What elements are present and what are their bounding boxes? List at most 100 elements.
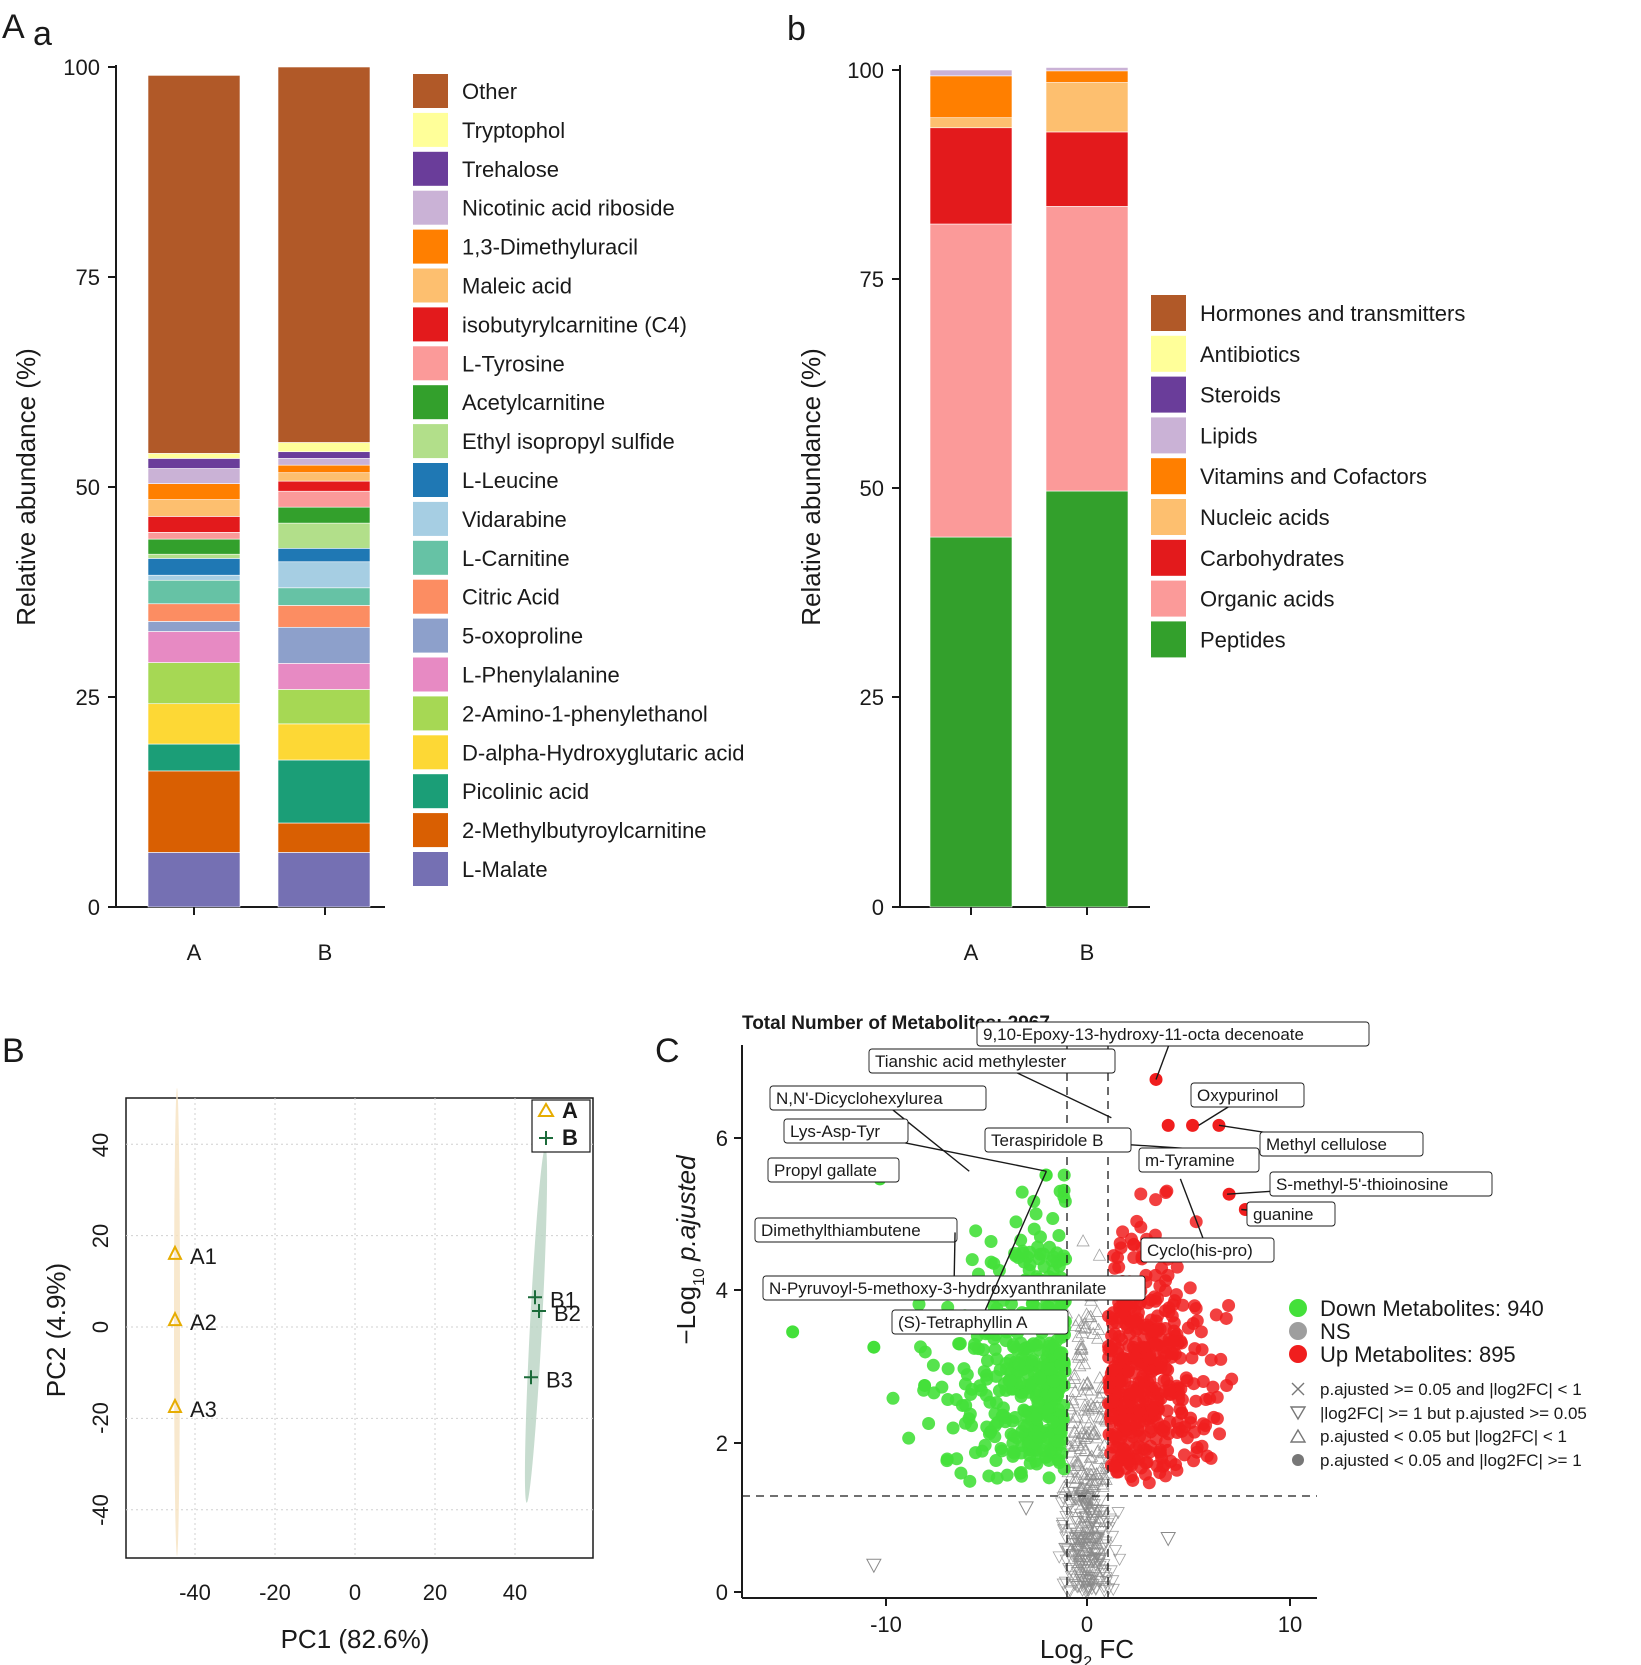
volcano-ns-point — [1099, 1572, 1113, 1585]
volcano-ns-point — [1062, 1563, 1076, 1576]
volcano-ns-point — [1080, 1466, 1094, 1480]
volcano-ns-point — [1091, 1575, 1106, 1588]
volcano-ns-point — [1066, 1550, 1080, 1564]
volcano-down-point — [1052, 1453, 1066, 1467]
volcano-down-point — [886, 1391, 900, 1405]
annotation-leader — [979, 1170, 1048, 1323]
volcano-down-point — [1055, 1297, 1069, 1311]
volcano-down-point — [965, 1253, 979, 1267]
volcano-ns-point — [1094, 1461, 1109, 1474]
c-legend-down-swatch — [1289, 1299, 1307, 1317]
volcano-down-point — [969, 1224, 983, 1238]
annotation-label: Teraspiridole B — [991, 1131, 1103, 1150]
volcano-down-point — [989, 1396, 1003, 1410]
volcano-down-point — [963, 1474, 977, 1488]
legend-swatch — [1151, 499, 1186, 535]
volcano-ns-point — [1074, 1556, 1089, 1569]
volcano-down-point — [1053, 1347, 1067, 1361]
volcano-ns-point — [1062, 1497, 1077, 1510]
pca-point-label: A2 — [190, 1310, 217, 1335]
volcano-down-point — [1054, 1357, 1068, 1371]
volcano-up-point — [1189, 1394, 1203, 1408]
b-x-axis-title: PC1 (82.6%) — [281, 1624, 430, 1654]
legend-label: Tryptophol — [462, 118, 565, 143]
volcano-ns-point — [1079, 1307, 1094, 1320]
legend-swatch — [413, 463, 448, 497]
bar-segment — [929, 223, 1013, 538]
volcano-down-point — [1003, 1373, 1017, 1387]
volcano-down-point — [1012, 1357, 1026, 1371]
volcano-ns-point — [1058, 1576, 1073, 1589]
aa-x-tick-label: B — [318, 940, 333, 965]
volcano-up-point — [1199, 1419, 1213, 1433]
volcano-ns-point — [1069, 1543, 1084, 1557]
c-annotations: 9,10-Epoxy-13-hydroxy-11-octa decenoate T… — [754, 1021, 1493, 1335]
volcano-ns-point — [1063, 1470, 1077, 1483]
bar-segment — [1045, 67, 1129, 72]
volcano-ns-point — [1086, 1572, 1101, 1585]
volcano-ns-point — [1078, 1320, 1093, 1333]
annotation-label: Tianshic acid methylester — [875, 1052, 1067, 1071]
volcano-down-point — [940, 1454, 954, 1468]
legend-swatch — [413, 112, 448, 147]
annotation-box — [976, 1021, 1370, 1047]
annotation-box — [767, 1157, 900, 1183]
volcano-up-point — [1184, 1416, 1198, 1430]
bar-segment — [277, 723, 371, 761]
bar-segment — [277, 605, 371, 628]
legend-swatch — [413, 774, 448, 809]
legend-swatch — [413, 307, 448, 342]
volcano-up-point — [1126, 1473, 1140, 1487]
c-legend-down-label: Down Metabolites: 940 — [1320, 1296, 1544, 1321]
panel-label-b: b — [787, 10, 806, 48]
legend-label: L-Leucine — [462, 468, 559, 493]
annotation-label: Methyl cellulose — [1266, 1135, 1387, 1154]
b-y-tick-label: 40 — [88, 1133, 113, 1157]
volcano-up-point — [1209, 1308, 1223, 1322]
legend-swatch — [413, 501, 448, 536]
legend-swatch — [413, 346, 448, 381]
volcano-down-point — [1043, 1240, 1057, 1254]
ab-y-ticks: 0 25 50 75 100 — [847, 58, 900, 920]
annotation-box — [984, 1127, 1132, 1153]
volcano-ns-point — [1078, 1527, 1093, 1540]
volcano-ns-point — [1078, 1516, 1093, 1529]
volcano-up-point — [1180, 1374, 1194, 1388]
volcano-up-point — [1105, 1316, 1119, 1330]
volcano-ns-point — [1063, 1528, 1078, 1541]
volcano-up-point — [1144, 1425, 1158, 1439]
volcano-ns-point — [1074, 1387, 1089, 1400]
legend-label: 1,3-Dimethyluracil — [462, 235, 638, 260]
volcano-ns-point — [1083, 1519, 1097, 1532]
legend-label: Citric Acid — [462, 585, 560, 610]
b-y-tick-label: -40 — [88, 1494, 113, 1526]
volcano-down-point — [1053, 1184, 1067, 1198]
legend-label: L-Malate — [462, 857, 548, 882]
volcano-ns-point — [1070, 1409, 1084, 1422]
volcano-down-point — [1032, 1431, 1046, 1445]
legend-label: L-Tyrosine — [462, 351, 565, 376]
annotation-label: S-methyl-5'-thioinosine — [1276, 1175, 1448, 1194]
bar-segment — [277, 822, 371, 853]
volcano-ns-point — [1074, 1337, 1088, 1350]
volcano-ns-point — [1071, 1455, 1085, 1468]
bar-segment — [277, 689, 371, 725]
volcano-up-point — [1213, 1427, 1227, 1441]
volcano-ns-point — [1084, 1397, 1098, 1410]
volcano-up-point — [1190, 1445, 1204, 1459]
volcano-ns-point — [1068, 1433, 1083, 1446]
bar-segment — [147, 631, 241, 663]
volcano-ns-point — [1071, 1457, 1085, 1470]
volcano-down-point — [1013, 1376, 1027, 1390]
c-title: Total Number of Metabolites: 2967 — [742, 1013, 1050, 1034]
b-y-tick-label: -20 — [88, 1402, 113, 1434]
legend-swatch — [413, 657, 448, 692]
volcano-down-point — [1043, 1443, 1057, 1457]
volcano-ns-point — [1084, 1309, 1098, 1322]
volcano-ns-point — [1080, 1547, 1095, 1561]
bar-segment — [147, 603, 241, 622]
b-confidence-ellipse-a — [174, 1088, 180, 1556]
bar-segment — [277, 587, 371, 606]
volcano-up-point — [1133, 1394, 1147, 1408]
panel-label-A: A — [2, 8, 25, 46]
